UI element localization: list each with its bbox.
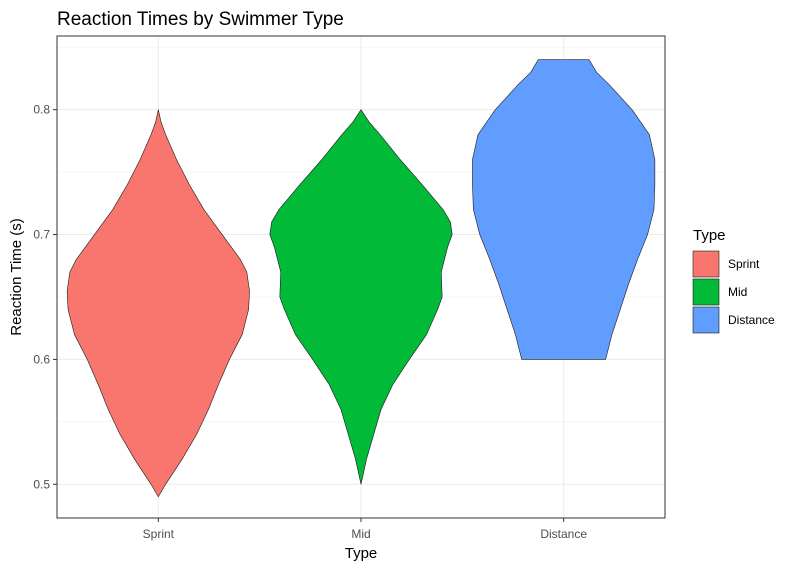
legend-label-sprint: Sprint bbox=[728, 257, 760, 271]
x-tick-label: Sprint bbox=[143, 527, 175, 541]
x-tick-label: Mid bbox=[351, 527, 370, 541]
x-axis-title: Type bbox=[345, 545, 378, 562]
violin-distance bbox=[472, 59, 656, 360]
legend-key-sprint bbox=[692, 250, 720, 278]
chart-title: Reaction Times by Swimmer Type bbox=[57, 9, 344, 30]
violin-sprint bbox=[66, 109, 250, 498]
y-tick-label: 0.5 bbox=[33, 477, 50, 491]
legend-title: Type bbox=[693, 227, 726, 244]
legend: Type Sprint Mid Distance bbox=[692, 227, 775, 334]
x-axis-ticks: Sprint Mid Distance bbox=[143, 518, 587, 541]
y-axis-ticks: 0.5 0.6 0.7 0.8 bbox=[33, 103, 57, 491]
legend-label-distance: Distance bbox=[728, 313, 775, 327]
violins bbox=[66, 59, 656, 498]
legend-key-distance bbox=[692, 306, 720, 334]
x-tick-label: Distance bbox=[540, 527, 587, 541]
y-axis-title: Reaction Time (s) bbox=[8, 218, 25, 336]
violin-mid bbox=[269, 109, 453, 485]
legend-key-mid bbox=[692, 278, 720, 306]
y-tick-label: 0.8 bbox=[33, 103, 50, 117]
y-tick-label: 0.7 bbox=[33, 228, 50, 242]
y-tick-label: 0.6 bbox=[33, 352, 50, 366]
legend-label-mid: Mid bbox=[728, 285, 747, 299]
